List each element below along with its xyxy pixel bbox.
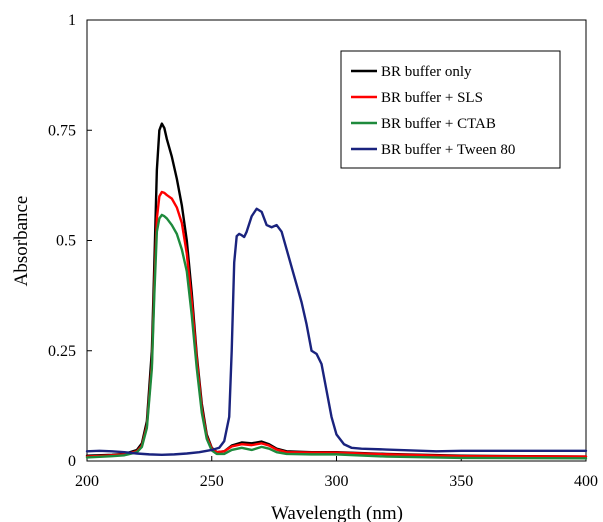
y-tick-label: 1 [68,12,76,29]
legend-label-4: BR buffer + Tween 80 [381,142,515,158]
series-line-4 [85,207,588,457]
series-line-3 [85,213,588,460]
x-tick-label: 250 [200,473,224,490]
x-tick-label: 200 [75,473,99,490]
y-tick-label: 0.25 [48,343,76,360]
axis-ticks: 200 250 300 350 400 0 0.25 0.5 0.75 1 [48,12,598,490]
x-tick-label: 350 [449,473,473,490]
legend-label-1: BR buffer only [381,64,472,80]
series-line-2 [85,190,588,458]
series-lines [85,122,588,460]
x-tick-label: 400 [574,473,598,490]
series-line-1 [85,122,588,458]
legend-label-3: BR buffer + CTAB [381,116,496,132]
x-tick-label: 300 [325,473,349,490]
legend-box [340,50,561,169]
legend: BR buffer only BR buffer + SLS BR buffer +… [340,50,561,169]
x-axis-title: Wavelength (nm) [271,503,403,522]
y-tick-label: 0.75 [48,122,76,139]
y-axis-title: Absorbance [11,196,32,287]
legend-label-2: BR buffer + SLS [381,90,483,106]
y-tick-label: 0.5 [56,233,76,250]
y-tick-label: 0 [68,453,76,470]
